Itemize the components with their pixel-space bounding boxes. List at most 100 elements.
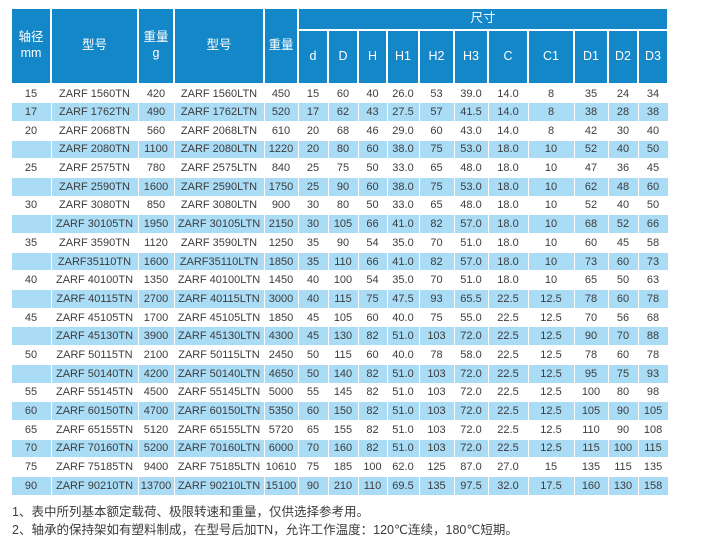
dim-cell-C1: 12.5 bbox=[527, 382, 575, 403]
weight-ltn-cell: 4300 bbox=[263, 326, 299, 347]
header-row-group: 轴径 mm 型号 重量 g 型号 重量 尺寸 bbox=[10, 7, 670, 85]
dim-cell-D1: 52 bbox=[573, 195, 609, 216]
dim-cell-H3: 72.0 bbox=[453, 438, 489, 459]
model-ltn-cell: ZARF 1762LTN bbox=[173, 102, 265, 122]
dim-cell-C: 18.0 bbox=[487, 195, 529, 216]
model-tn-cell: ZARF 65155TN bbox=[50, 419, 139, 440]
dim-cell-d: 45 bbox=[297, 326, 329, 347]
dim-cell-D: 80 bbox=[327, 195, 359, 216]
dim-cell-d: 25 bbox=[297, 176, 329, 197]
col-header-D: D bbox=[327, 29, 359, 85]
table-row: 45 ZARF 45105TN 1700 ZARF 45105LTN 1850 45 105… bbox=[10, 307, 669, 328]
model-tn-cell: ZARF 1762TN bbox=[50, 102, 139, 122]
dim-cell-H2: 60 bbox=[418, 120, 455, 141]
weight-tn-cell: 3900 bbox=[137, 326, 175, 347]
footnotes: 1、表中所列基本额定载荷、极限转速和重量，仅供选择参考用。 2、轴承的保持架如有… bbox=[12, 503, 518, 539]
shaft-diameter-cell bbox=[10, 176, 52, 197]
model-tn-cell: ZARF 2080TN bbox=[50, 139, 139, 160]
dim-cell-D3: 60 bbox=[637, 176, 669, 197]
table-row: 90 ZARF 90210TN 13700 ZARF 90210LTN 15100 90 2… bbox=[10, 475, 669, 496]
dim-cell-D3: 98 bbox=[637, 382, 669, 403]
col-header-weight-ltn: 重量 bbox=[263, 7, 299, 85]
weight-ltn-cell: 2150 bbox=[263, 214, 299, 234]
dim-cell-C1: 15 bbox=[527, 457, 575, 477]
dim-cell-H1: 29.0 bbox=[386, 120, 420, 141]
table-row: 30 ZARF 3080TN 850 ZARF 3080LTN 900 30 80 50 33.… bbox=[10, 195, 669, 216]
dim-cell-D3: 34 bbox=[637, 83, 669, 104]
dim-cell-D2: 56 bbox=[607, 307, 639, 328]
dim-cell-H2: 57 bbox=[418, 102, 455, 122]
dim-cell-d: 70 bbox=[297, 438, 329, 459]
model-tn-cell: ZARF 55145TN bbox=[50, 382, 139, 403]
dim-cell-H2: 103 bbox=[418, 363, 455, 384]
dim-cell-D: 115 bbox=[327, 345, 359, 365]
dim-cell-d: 50 bbox=[297, 363, 329, 384]
dim-cell-C1: 10 bbox=[527, 233, 575, 253]
dim-cell-C1: 10 bbox=[527, 270, 575, 291]
weight-tn-cell: 1100 bbox=[137, 139, 175, 160]
col-group-dimensions: 尺寸 bbox=[296, 7, 670, 31]
dim-cell-D3: 50 bbox=[637, 195, 669, 216]
dim-cell-H1: 38.0 bbox=[386, 139, 420, 160]
dim-cell-D3: 105 bbox=[637, 401, 669, 421]
weight-tn-cell: 490 bbox=[137, 102, 175, 122]
dim-cell-D2: 115 bbox=[607, 457, 639, 477]
dim-cell-H1: 33.0 bbox=[386, 195, 420, 216]
model-tn-cell: ZARF 50115TN bbox=[50, 345, 139, 365]
dim-cell-C1: 12.5 bbox=[527, 307, 575, 328]
shaft-header-label: 轴径 bbox=[18, 30, 44, 45]
table-row: 75 ZARF 75185TN 9400 ZARF 75185LTN 10610 75 18… bbox=[10, 457, 669, 477]
dim-cell-D: 68 bbox=[327, 120, 359, 141]
weight-tn-cell: 5120 bbox=[137, 419, 175, 440]
dim-cell-H3: 87.0 bbox=[453, 457, 489, 477]
dim-cell-C1: 10 bbox=[527, 214, 575, 234]
dim-cell-C1: 10 bbox=[527, 195, 575, 216]
table-row: 70 ZARF 70160TN 5200 ZARF 70160LTN 6000 70 160… bbox=[10, 438, 669, 459]
weight-tn-cell: 1600 bbox=[137, 251, 175, 272]
dim-cell-C: 18.0 bbox=[487, 158, 529, 178]
dim-cell-D2: 50 bbox=[607, 270, 639, 291]
model-tn-cell: ZARF 2575TN bbox=[50, 158, 139, 178]
dim-cell-C: 22.5 bbox=[487, 345, 529, 365]
table-row: 60 ZARF 60150TN 4700 ZARF 60150LTN 5350 60 150… bbox=[10, 401, 669, 421]
dim-cell-C1: 8 bbox=[527, 120, 575, 141]
dim-cell-H2: 103 bbox=[418, 438, 455, 459]
model-ltn-cell: ZARF 45105LTN bbox=[173, 307, 265, 328]
note-1: 1、表中所列基本额定载荷、极限转速和重量，仅供选择参考用。 bbox=[12, 505, 369, 519]
bearing-spec-table: 轴径 mm 型号 重量 g 型号 重量 尺寸 d D H H1 H2 H3 C bbox=[10, 7, 670, 496]
shaft-diameter-cell bbox=[10, 363, 52, 384]
model-tn-cell: ZARF 2590TN bbox=[50, 176, 139, 197]
dim-cell-D3: 40 bbox=[637, 120, 669, 141]
model-ltn-cell: ZARF 65155LTN bbox=[173, 419, 265, 440]
col-header-D2: D2 bbox=[607, 29, 639, 85]
model-tn-cell: ZARF 3590TN bbox=[50, 233, 139, 253]
dim-cell-C1: 12.5 bbox=[527, 345, 575, 365]
dim-cell-D3: 63 bbox=[637, 270, 669, 291]
dim-cell-H2: 82 bbox=[418, 214, 455, 234]
weight-tn-cell: 1700 bbox=[137, 307, 175, 328]
dim-cell-d: 35 bbox=[297, 251, 329, 272]
weight-tn-cell: 1350 bbox=[137, 270, 175, 291]
dim-cell-H: 75 bbox=[357, 289, 388, 309]
model-ltn-cell: ZARF 1560LTN bbox=[173, 83, 265, 104]
dim-cell-D2: 52 bbox=[607, 214, 639, 234]
dim-cell-D2: 100 bbox=[607, 438, 639, 459]
weight-tn-cell: 2700 bbox=[137, 289, 175, 309]
dim-cell-H3: 55.0 bbox=[453, 307, 489, 328]
dim-cell-D2: 75 bbox=[607, 363, 639, 384]
dim-cell-C1: 12.5 bbox=[527, 401, 575, 421]
model-ltn-cell: ZARF 3080LTN bbox=[173, 195, 265, 216]
dim-cell-H1: 35.0 bbox=[386, 233, 420, 253]
dim-cell-H2: 65 bbox=[418, 158, 455, 178]
dim-cell-H2: 82 bbox=[418, 251, 455, 272]
dimension-header-row: d D H H1 H2 H3 C C1 D1 D2 D3 bbox=[11, 29, 670, 85]
shaft-diameter-cell bbox=[10, 139, 52, 160]
table-row: ZARF 30105TN 1950 ZARF 30105LTN 2150 30 105 66… bbox=[10, 214, 669, 234]
weight-ltn-cell: 1450 bbox=[263, 270, 299, 291]
dim-cell-H2: 70 bbox=[418, 233, 455, 253]
dim-cell-D3: 68 bbox=[637, 307, 669, 328]
dim-cell-D2: 60 bbox=[607, 289, 639, 309]
dim-cell-H3: 51.0 bbox=[453, 233, 489, 253]
col-header-C1: C1 bbox=[527, 29, 575, 85]
dim-cell-C1: 12.5 bbox=[527, 419, 575, 440]
